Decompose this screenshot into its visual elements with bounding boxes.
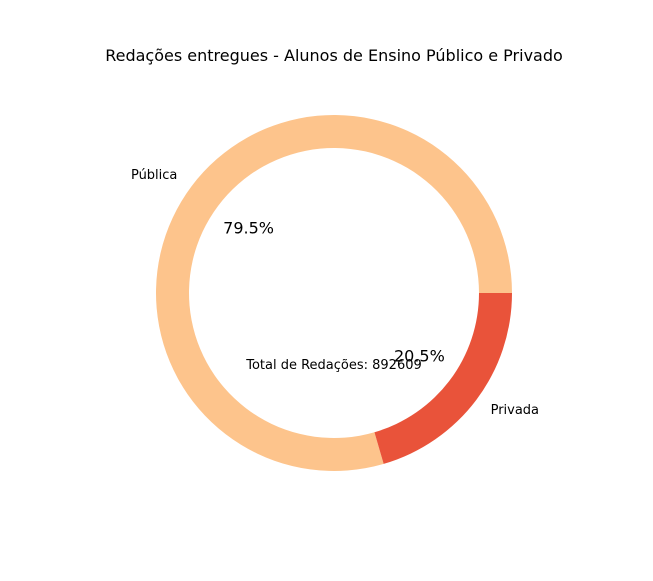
slice-percent-1: 20.5%: [394, 347, 445, 366]
slice-percent-0: 79.5%: [223, 218, 274, 237]
labels-group: Pública 79.5% Privada 20.5%: [131, 168, 539, 418]
slice-1: [374, 293, 512, 464]
chart-title: Redações entregues - Alunos de Ensino Pú…: [105, 46, 563, 65]
slices-group: [156, 114, 513, 471]
slice-label-0: Pública: [131, 168, 177, 183]
center-total-label: Total de Redações: 892609: [245, 358, 422, 373]
slice-label-1: Privada: [491, 403, 539, 418]
